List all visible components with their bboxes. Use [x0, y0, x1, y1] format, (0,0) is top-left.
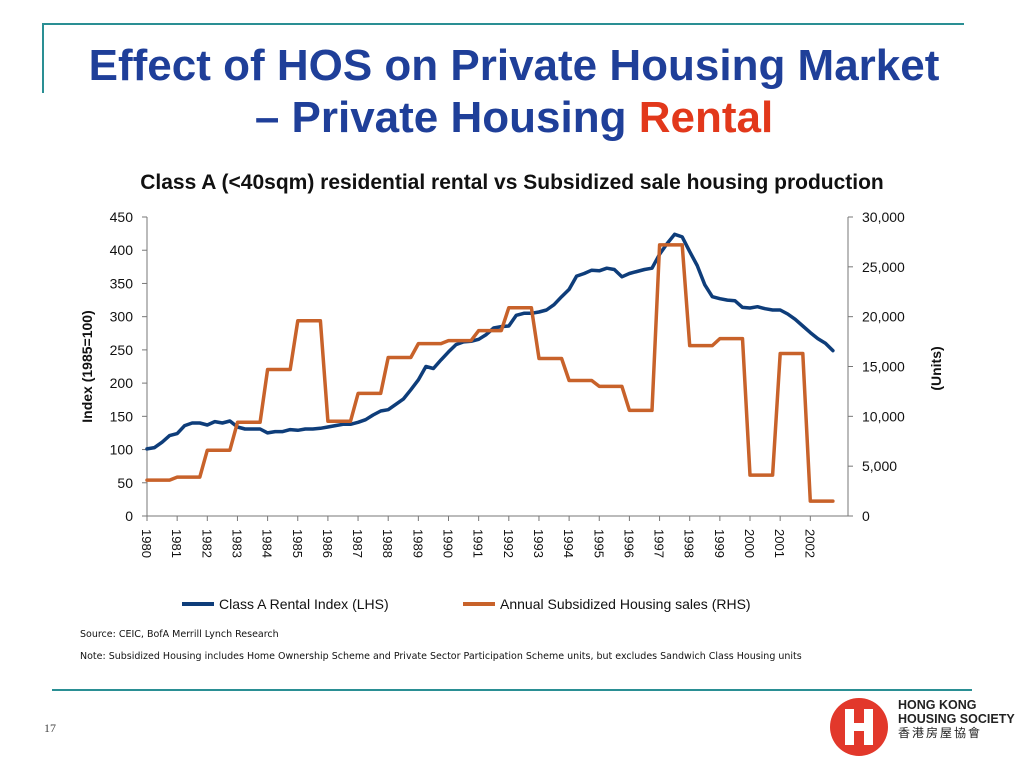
x-tick-label: 1991 [471, 529, 486, 558]
x-tick-label: 1994 [561, 529, 576, 558]
right-y-tick-label: 0 [862, 508, 870, 524]
left-y-tick-label: 100 [110, 442, 134, 458]
x-tick-label: 1990 [441, 529, 456, 558]
dual-axis-line-chart: 0 50 100 150 200 250 300 350 400 450 0 5,000 10,000 1… [79, 209, 944, 612]
x-tick-label: 1984 [260, 529, 275, 558]
x-tick-label: 1995 [591, 529, 606, 558]
slide-title-accent: Rental [638, 93, 774, 142]
left-y-tick-label: 450 [110, 209, 134, 225]
x-tick-label: 1992 [501, 529, 516, 558]
right-y-tick-label: 20,000 [862, 309, 905, 325]
rental-index-line [145, 232, 835, 451]
x-tick-label: 1998 [682, 529, 697, 558]
left-y-tick-label: 300 [110, 309, 134, 325]
x-tick-label: 1986 [320, 529, 335, 558]
left-y-tick-label: 0 [125, 508, 133, 524]
hong-kong-housing-society-logo-icon [830, 698, 888, 756]
x-tick-label: 1985 [290, 529, 305, 558]
legend-label: Annual Subsidized Housing sales (RHS) [500, 596, 751, 612]
left-y-tick-label: 50 [117, 475, 133, 491]
logo-name-line1: HONG KONG [898, 698, 977, 712]
x-tick-label: 1999 [712, 529, 727, 558]
x-tick-label: 1981 [169, 529, 184, 558]
left-y-tick-label: 200 [110, 375, 134, 391]
right-y-axis-title: (Units) [928, 346, 944, 390]
left-rule [42, 23, 44, 93]
right-y-tick-label: 30,000 [862, 209, 905, 225]
right-y-tick-label: 5,000 [862, 458, 897, 474]
right-y-tick-label: 10,000 [862, 408, 905, 424]
legend-label: Class A Rental Index (LHS) [219, 596, 389, 612]
bottom-rule [52, 689, 972, 691]
x-tick-label: 1987 [350, 529, 365, 558]
x-tick-label: 2000 [742, 529, 757, 558]
x-tick-label: 2002 [802, 529, 817, 558]
x-tick-label: 1982 [199, 529, 214, 558]
slide-title-line1: Effect of HOS on Private Housing Market [88, 41, 940, 90]
x-tick-label: 2001 [772, 529, 787, 558]
left-y-tick-label: 350 [110, 275, 134, 291]
x-tick-label: 1993 [531, 529, 546, 558]
chart-title: Class A (<40sqm) residential rental vs S… [140, 171, 884, 194]
x-tick-label: 1989 [410, 529, 425, 558]
slide-title: Effect of HOS on Private Housing Market … [44, 40, 984, 144]
x-tick-label: 1997 [652, 529, 667, 558]
right-y-tick-label: 15,000 [862, 359, 905, 375]
left-y-tick-label: 400 [110, 242, 134, 258]
x-tick-label: 1996 [621, 529, 636, 558]
logo-wordmark: HONG KONG HOUSING SOCIETY 香港房屋協會 [898, 698, 1015, 740]
left-y-tick-label: 250 [110, 342, 134, 358]
logo-name-line2: HOUSING SOCIETY [898, 712, 1015, 726]
top-rule [42, 23, 964, 25]
source-note: Source: CEIC, BofA Merrill Lynch Researc… [80, 629, 279, 640]
left-y-axis-title: Index (1985=100) [79, 310, 95, 422]
right-y-tick-label: 25,000 [862, 259, 905, 275]
x-tick-label: 1983 [229, 529, 244, 558]
slide-title-line2: – Private Housing [254, 93, 639, 142]
x-tick-label: 1980 [139, 529, 154, 558]
subsidized-housing-sales-line [145, 243, 835, 503]
x-tick-label: 1988 [380, 529, 395, 558]
page-number: 17 [44, 721, 56, 735]
logo-name-chinese: 香港房屋協會 [898, 726, 983, 740]
left-y-tick-label: 150 [110, 408, 134, 424]
footnote: Note: Subsidized Housing includes Home O… [80, 651, 802, 662]
